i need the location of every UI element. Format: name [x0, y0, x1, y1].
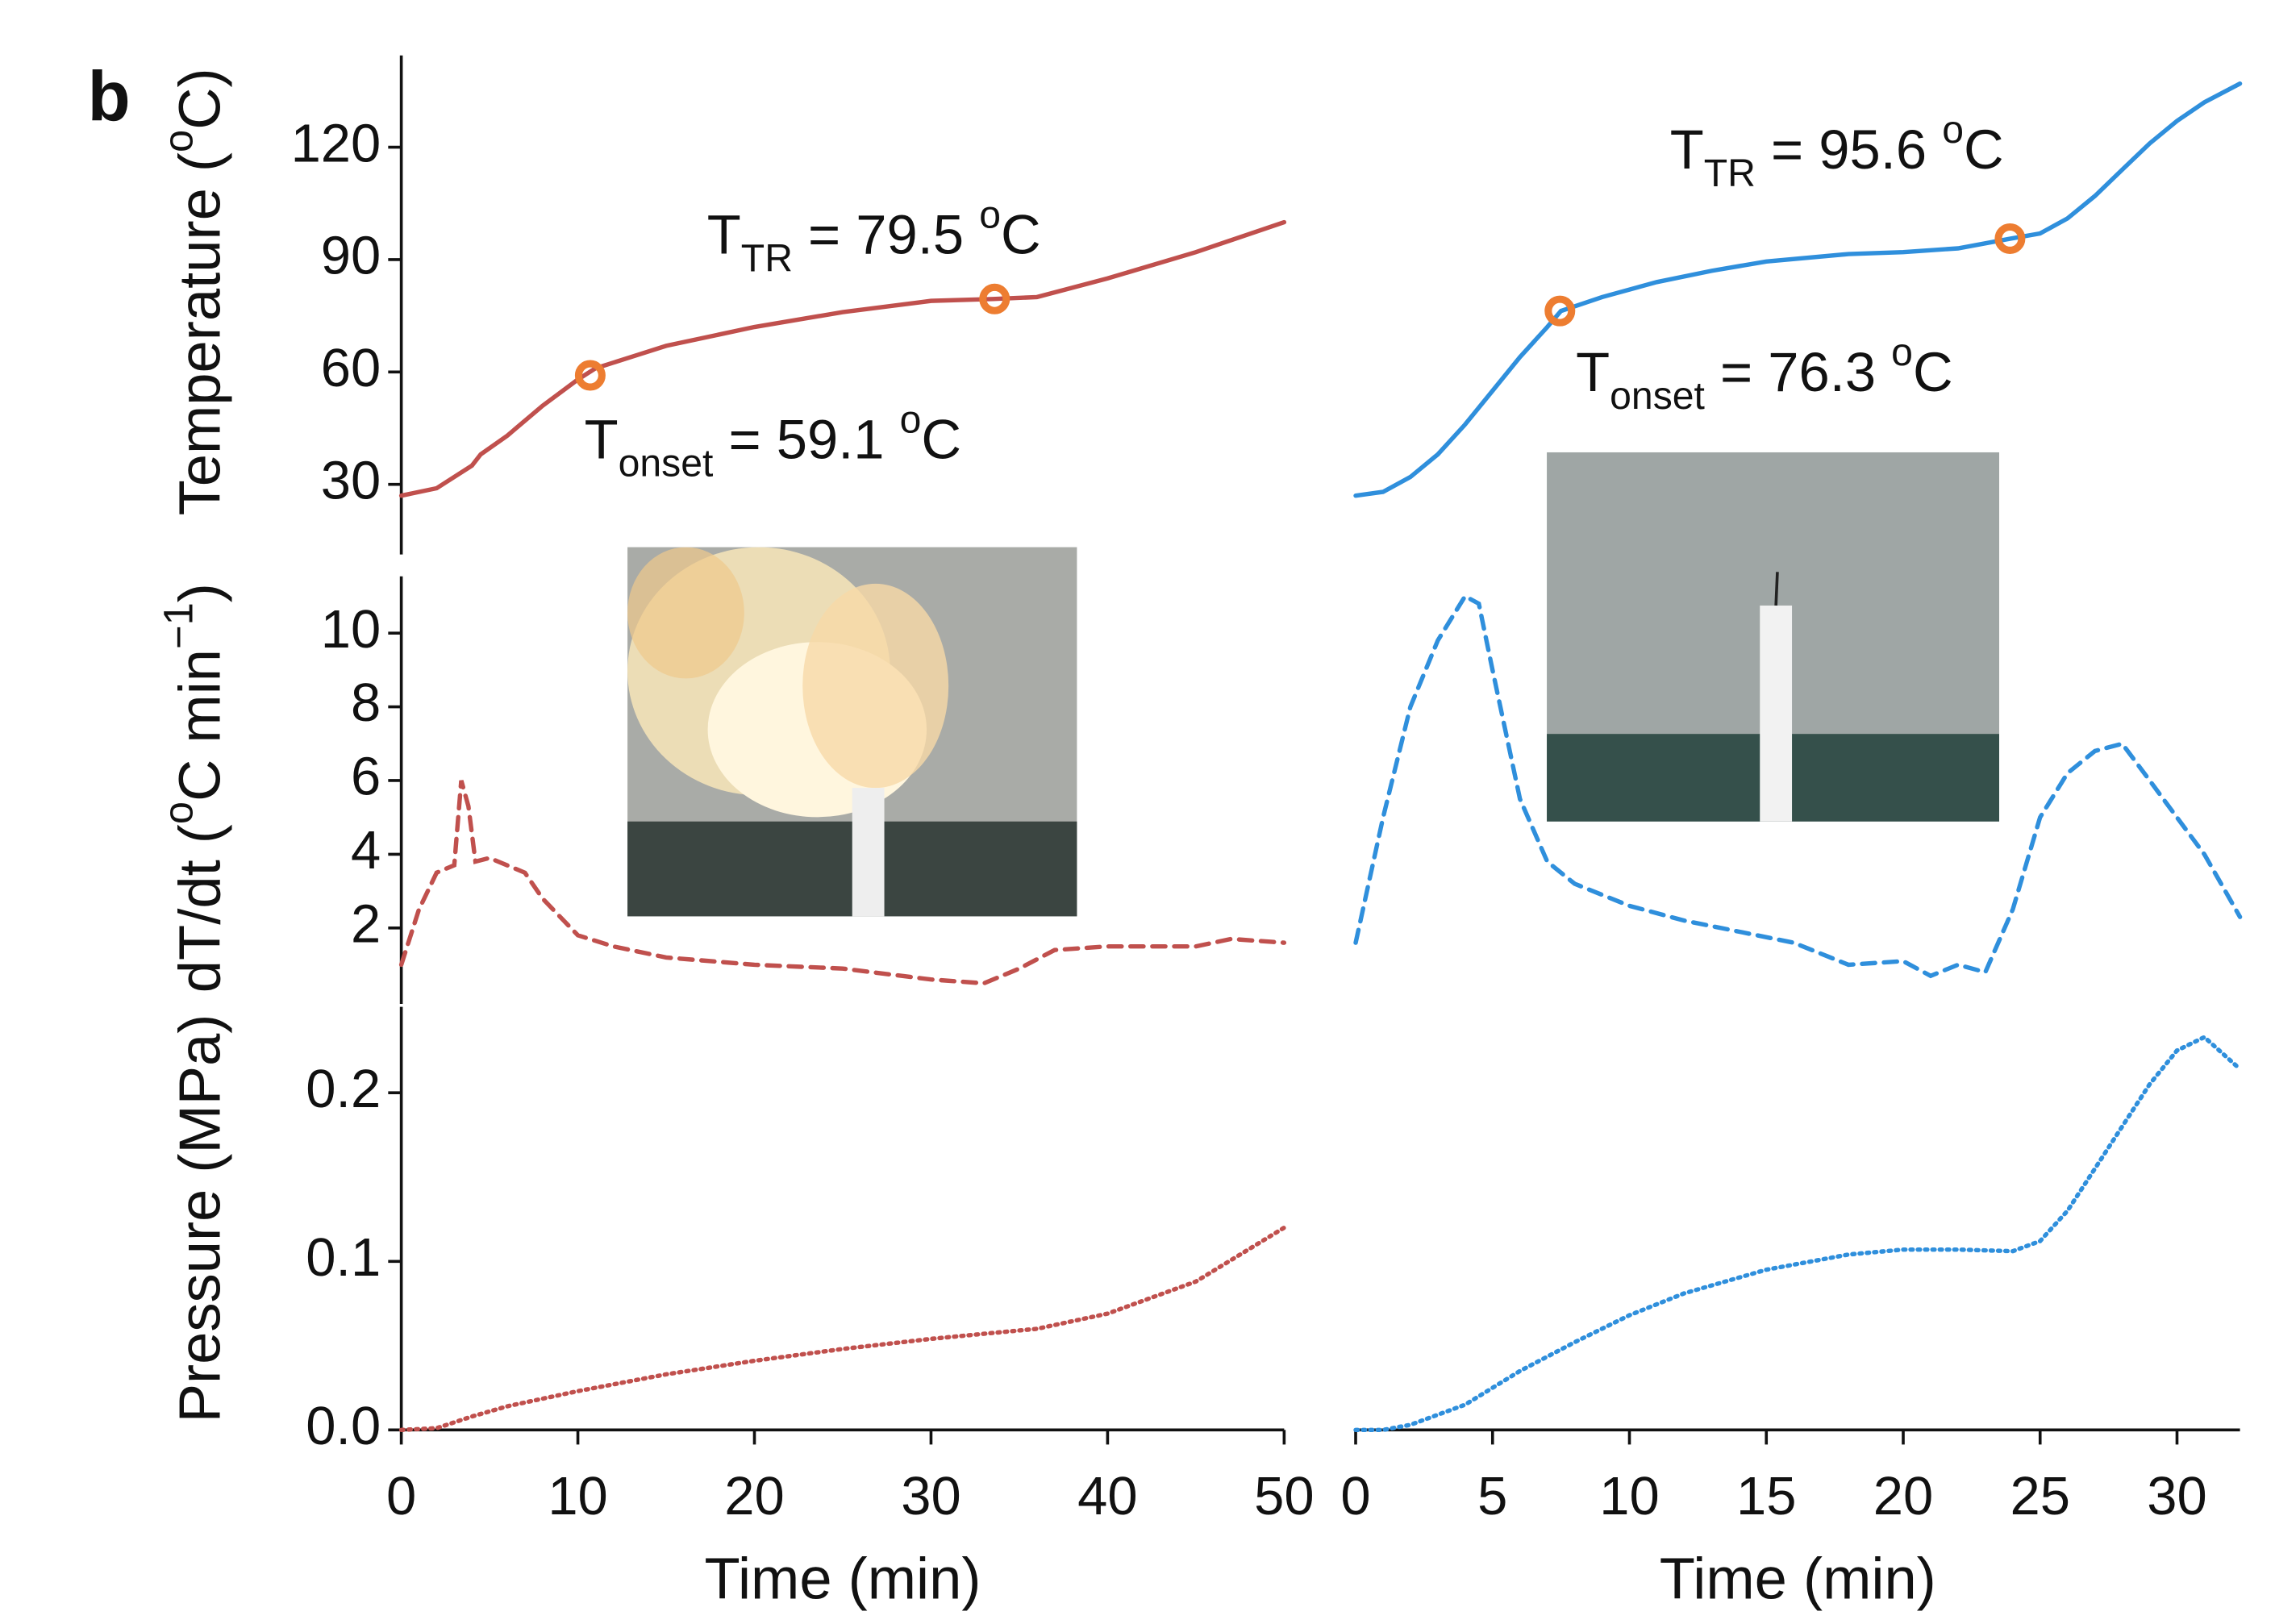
annotation: TTR = 79.5 oC: [707, 193, 1041, 280]
annotation-part: = 79.5: [793, 204, 979, 266]
annotation-part: o: [1942, 108, 1964, 152]
series-line: [398, 219, 1287, 498]
marker: [1994, 223, 2026, 254]
annotation-part: = 95.6: [1756, 119, 1942, 181]
x-tick-label: 15: [1736, 1466, 1796, 1526]
y-tick-label: 4: [351, 820, 381, 881]
y-axis-label-part: C min: [167, 649, 232, 802]
x-tick-label: 10: [1599, 1466, 1659, 1526]
annotation-part: = 59.1: [713, 409, 899, 471]
series-line: [398, 1225, 1287, 1433]
x-axis-label: Time (min): [704, 1546, 981, 1611]
x-tick-label: 5: [1477, 1466, 1507, 1526]
y-tick-label: 10: [321, 599, 381, 660]
series-line: [1353, 81, 2243, 498]
y-axis-label-part: dT/dt (: [167, 824, 232, 993]
y-axis-label-part: Temperature (: [167, 152, 232, 515]
y-tick-label: 0.2: [306, 1059, 381, 1119]
x-tick-label: 10: [548, 1466, 607, 1526]
x-axis-label: Time (min): [1660, 1546, 1936, 1611]
series-line: [1353, 1034, 2243, 1433]
y-axis-label: dT/dt (oC min−1): [155, 583, 232, 993]
annotation-part: o: [1891, 331, 1913, 374]
y-tick-label: 8: [351, 673, 381, 733]
y-axis-label-part: −1: [155, 602, 201, 649]
y-axis-label: Temperature (oC): [155, 68, 232, 515]
annotation-part: T: [1670, 119, 1704, 181]
annotation: TTR = 95.6 oC: [1670, 108, 2004, 195]
panel-label: b: [88, 58, 131, 136]
y-axis-label-part: ): [167, 583, 232, 602]
annotation-part: C: [1001, 204, 1041, 266]
y-axis-label: Pressure (MPa): [167, 1014, 232, 1423]
photo-extinguished: [1547, 452, 2000, 822]
x-tick-label: 25: [2010, 1466, 2070, 1526]
annotation-part: TR: [1704, 152, 1756, 195]
y-axis-label-part: o: [155, 130, 201, 152]
annotation-part: C: [921, 409, 961, 471]
annotation-part: onset: [619, 441, 714, 485]
marker: [1544, 295, 1576, 327]
x-tick-label: 30: [901, 1466, 960, 1526]
annotation-part: T: [1576, 341, 1610, 403]
y-tick-label: 30: [321, 450, 381, 510]
annotation: Tonset = 59.1 oC: [585, 398, 961, 485]
annotation-part: TR: [741, 236, 793, 280]
x-tick-label: 20: [1873, 1466, 1933, 1526]
y-tick-label: 0.1: [306, 1227, 381, 1288]
y-tick-label: 120: [291, 113, 381, 173]
annotation-part: T: [707, 204, 741, 266]
annotation-part: o: [900, 398, 922, 441]
x-tick-label: 50: [1254, 1466, 1314, 1526]
x-tick-label: 40: [1077, 1466, 1137, 1526]
annotation-part: o: [979, 193, 1001, 236]
annotation: Tonset = 76.3 oC: [1576, 331, 1952, 418]
y-tick-label: 0.0: [306, 1396, 381, 1456]
y-axis-label-part: o: [155, 802, 201, 824]
y-tick-label: 60: [321, 338, 381, 398]
annotation-part: T: [585, 409, 619, 471]
photo-burning: [627, 547, 1077, 917]
x-tick-label: 20: [724, 1466, 784, 1526]
series-line: [398, 780, 1287, 986]
y-tick-label: 6: [351, 747, 381, 807]
y-axis-label-part: Pressure (MPa): [167, 1014, 232, 1423]
marker: [574, 360, 606, 391]
y-tick-label: 2: [351, 893, 381, 954]
y-axis-label-part: C): [167, 68, 232, 129]
annotation-part: = 76.3: [1705, 341, 1891, 403]
x-tick-label: 0: [386, 1466, 416, 1526]
series-line: [1353, 593, 2243, 979]
annotation-part: onset: [1610, 374, 1705, 418]
x-tick-label: 30: [2147, 1466, 2206, 1526]
marker: [979, 283, 1010, 314]
annotation-part: C: [1913, 341, 1953, 403]
y-tick-label: 90: [321, 226, 381, 286]
annotation-part: C: [1964, 119, 2004, 181]
x-tick-label: 0: [1340, 1466, 1370, 1526]
